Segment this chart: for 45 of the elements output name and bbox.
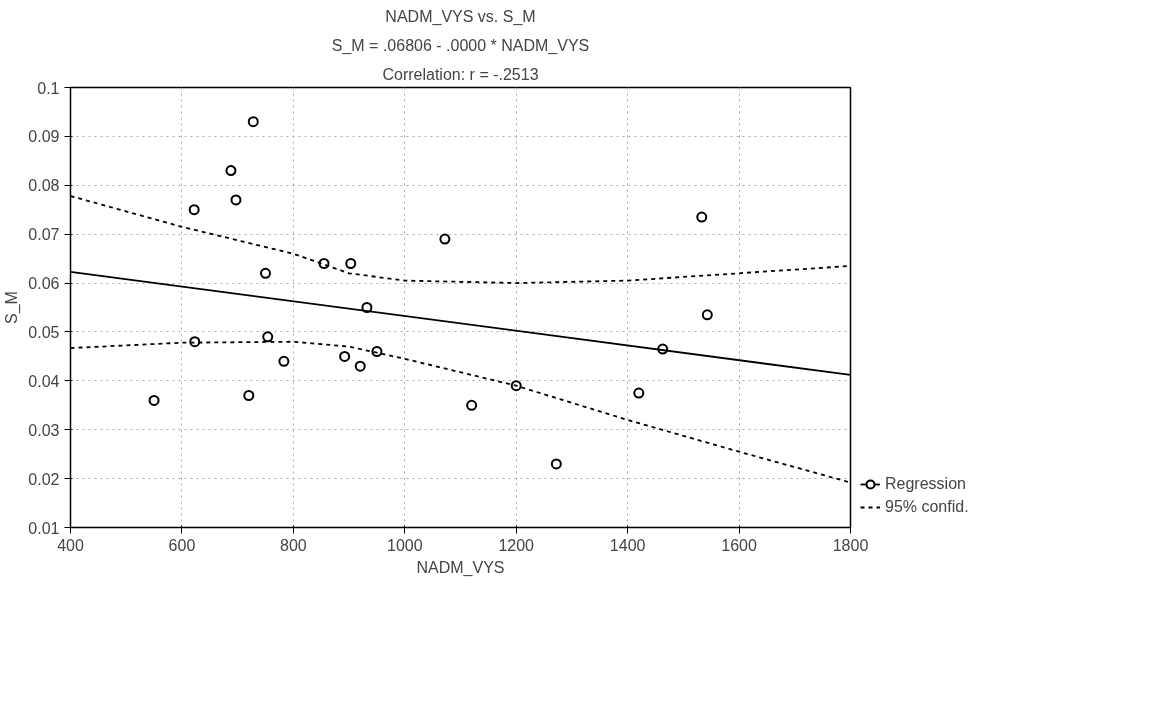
point bbox=[696, 211, 708, 223]
point bbox=[148, 394, 160, 406]
point bbox=[189, 336, 201, 348]
point bbox=[225, 165, 237, 177]
chart-subtitle: S_M = .06806 - .0000 * NADM_VYS bbox=[331, 36, 590, 55]
y-tick-label: 0.08 bbox=[28, 177, 60, 195]
x-axis-title: NADM_VYS bbox=[416, 558, 505, 577]
y-tick-label: 0.03 bbox=[28, 421, 60, 439]
chart-title: NADM_VYS vs. S_M bbox=[385, 7, 536, 26]
x-tick-label: 1200 bbox=[498, 536, 535, 554]
y-tick-label: 0.05 bbox=[28, 323, 60, 341]
point bbox=[260, 267, 271, 279]
y-tick-label: 0.06 bbox=[28, 275, 60, 293]
point bbox=[262, 331, 274, 343]
y-axis-title: S_M bbox=[3, 291, 22, 324]
text: Correlation: r = -.2513 bbox=[382, 65, 539, 83]
point bbox=[510, 380, 522, 392]
point bbox=[230, 194, 242, 206]
point bbox=[439, 233, 451, 245]
y-tick-label: 0.01 bbox=[28, 519, 60, 537]
point bbox=[278, 355, 290, 367]
y-tick-label: 0.07 bbox=[28, 226, 60, 244]
y-tick-label: 0.04 bbox=[28, 372, 60, 390]
point bbox=[188, 204, 200, 216]
y-tick-label: 0.09 bbox=[28, 128, 60, 146]
point bbox=[243, 390, 255, 401]
x-tick-label: 1400 bbox=[609, 536, 646, 554]
x-tick-label: 1000 bbox=[386, 536, 423, 554]
point bbox=[633, 387, 645, 399]
y-tick-label: 0.02 bbox=[28, 470, 60, 488]
y-tick-label: 0.1 bbox=[37, 79, 60, 97]
legend-label: 95% confid. bbox=[885, 498, 969, 516]
legend-label: Regression bbox=[885, 475, 966, 493]
point bbox=[550, 458, 562, 470]
x-tick-label: 1800 bbox=[832, 536, 869, 554]
point bbox=[701, 309, 713, 321]
x-tick-label: 600 bbox=[168, 536, 196, 554]
point bbox=[247, 116, 259, 128]
point bbox=[345, 258, 357, 269]
point bbox=[354, 360, 366, 372]
x-tick-label: 400 bbox=[57, 536, 84, 554]
x-tick-label: 1600 bbox=[721, 536, 757, 554]
point bbox=[466, 399, 478, 411]
point bbox=[339, 350, 351, 362]
x-tick-label: 800 bbox=[280, 536, 307, 554]
